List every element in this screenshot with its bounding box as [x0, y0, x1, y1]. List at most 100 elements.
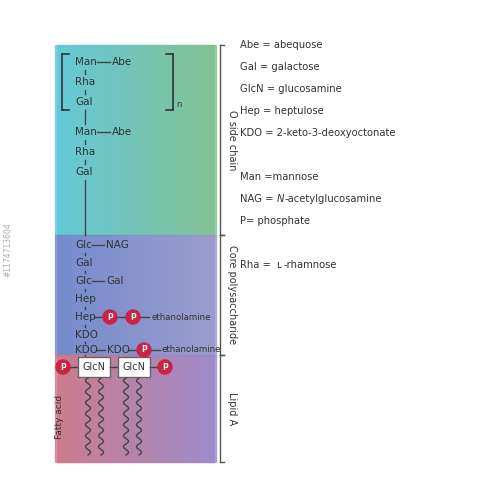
Bar: [89, 45, 92, 235]
Bar: [123, 355, 126, 462]
Text: Gal: Gal: [75, 97, 92, 107]
Bar: [143, 355, 146, 462]
Text: #1174713604: #1174713604: [4, 222, 13, 278]
Bar: [187, 235, 190, 355]
Bar: [117, 45, 119, 235]
Bar: [129, 355, 132, 462]
Text: KDO: KDO: [107, 345, 130, 355]
Bar: [135, 355, 138, 462]
Bar: [118, 357, 150, 377]
Bar: [91, 45, 94, 235]
Bar: [87, 45, 90, 235]
Bar: [205, 355, 208, 462]
Bar: [107, 235, 110, 355]
Bar: [141, 45, 144, 235]
Bar: [193, 355, 196, 462]
Bar: [59, 355, 62, 462]
Bar: [105, 235, 108, 355]
Bar: [133, 355, 136, 462]
Text: Gal: Gal: [106, 276, 124, 286]
Bar: [121, 235, 124, 355]
Bar: [127, 45, 130, 235]
Bar: [97, 235, 100, 355]
Bar: [85, 45, 87, 235]
Bar: [91, 235, 94, 355]
Bar: [109, 235, 112, 355]
Text: KDO: KDO: [75, 330, 98, 340]
Text: Rha: Rha: [75, 77, 95, 87]
Bar: [189, 235, 192, 355]
Bar: [175, 355, 178, 462]
Bar: [85, 235, 87, 355]
Bar: [203, 235, 205, 355]
Bar: [199, 235, 202, 355]
Bar: [129, 235, 132, 355]
Bar: [73, 45, 76, 235]
Bar: [105, 355, 108, 462]
Text: Glc: Glc: [75, 276, 92, 286]
Bar: [65, 355, 68, 462]
Bar: [185, 235, 188, 355]
Bar: [77, 355, 80, 462]
Bar: [163, 355, 166, 462]
Bar: [77, 45, 80, 235]
Bar: [195, 45, 198, 235]
Bar: [157, 355, 160, 462]
Bar: [137, 45, 140, 235]
Bar: [145, 45, 148, 235]
Bar: [149, 355, 152, 462]
Bar: [185, 45, 188, 235]
Bar: [91, 355, 94, 462]
Text: GlcN: GlcN: [82, 362, 106, 372]
Bar: [55, 355, 58, 462]
Bar: [137, 355, 140, 462]
Bar: [81, 355, 84, 462]
Bar: [143, 235, 146, 355]
Text: Fatty acid: Fatty acid: [56, 394, 64, 438]
Bar: [81, 235, 84, 355]
Bar: [135, 45, 138, 235]
Bar: [193, 235, 196, 355]
Bar: [65, 235, 68, 355]
Bar: [153, 355, 156, 462]
Bar: [65, 45, 68, 235]
Text: Rha: Rha: [75, 147, 95, 157]
Bar: [169, 355, 172, 462]
Bar: [137, 235, 140, 355]
Bar: [175, 235, 178, 355]
Bar: [145, 355, 148, 462]
Bar: [103, 355, 106, 462]
Bar: [157, 45, 160, 235]
Bar: [191, 355, 194, 462]
Bar: [83, 235, 86, 355]
Circle shape: [158, 360, 172, 374]
Bar: [95, 235, 98, 355]
Bar: [181, 45, 184, 235]
Text: -acetylglucosamine: -acetylglucosamine: [285, 194, 382, 204]
Bar: [197, 45, 200, 235]
Bar: [193, 45, 196, 235]
Bar: [71, 45, 74, 235]
Bar: [63, 45, 66, 235]
Bar: [139, 235, 141, 355]
Bar: [197, 355, 200, 462]
Bar: [99, 45, 102, 235]
Circle shape: [103, 310, 117, 324]
Bar: [157, 235, 160, 355]
Bar: [101, 355, 103, 462]
Bar: [121, 45, 124, 235]
Bar: [93, 235, 96, 355]
Bar: [77, 235, 80, 355]
Bar: [133, 45, 136, 235]
Text: Core polysaccharide: Core polysaccharide: [227, 246, 237, 344]
Bar: [191, 235, 194, 355]
Bar: [127, 235, 130, 355]
Bar: [83, 355, 86, 462]
Bar: [203, 355, 205, 462]
Bar: [59, 45, 62, 235]
Text: P: P: [60, 362, 66, 372]
Bar: [89, 355, 92, 462]
Bar: [109, 355, 112, 462]
Bar: [61, 355, 64, 462]
Bar: [155, 45, 158, 235]
